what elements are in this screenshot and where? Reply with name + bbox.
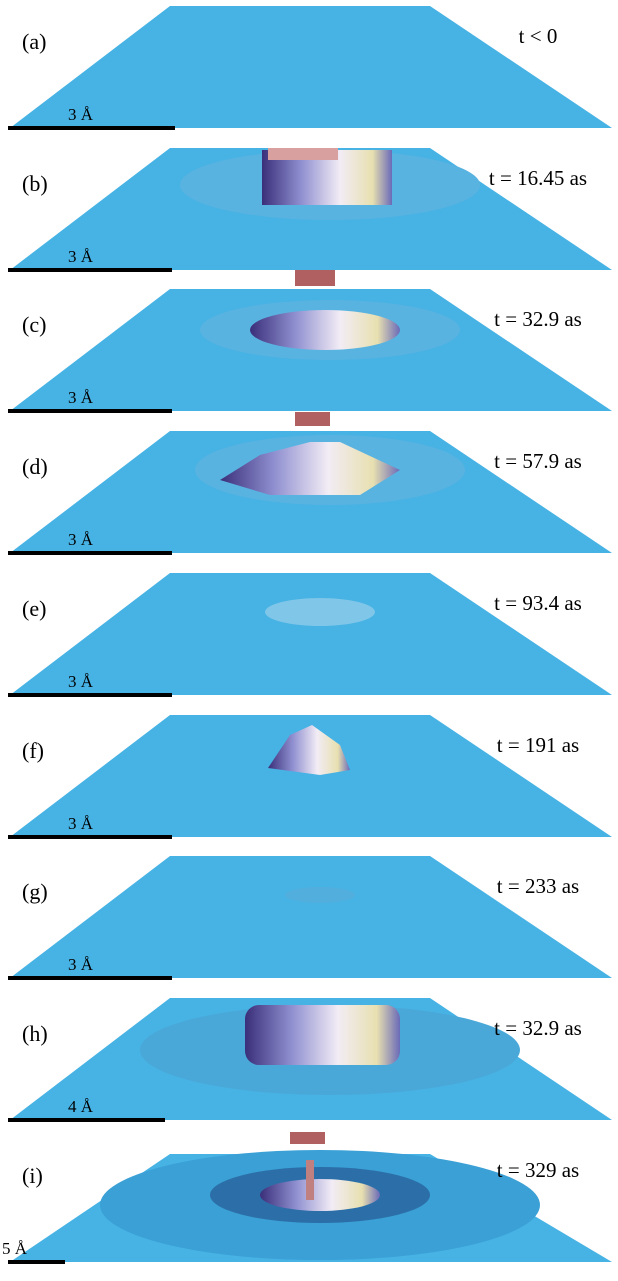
scale-label: 3 Å	[68, 672, 94, 691]
bump	[220, 442, 400, 495]
panel-label: (i)	[22, 1163, 43, 1188]
bump-under	[295, 270, 335, 286]
time-label: t = 191 as	[497, 733, 579, 757]
time-label: t = 233 as	[497, 874, 579, 898]
scale-label: 3 Å	[68, 955, 94, 974]
panel-label: (f)	[22, 738, 44, 763]
panel-label: (c)	[22, 312, 46, 337]
time-label: t = 329 as	[497, 1158, 579, 1182]
panel-label: (g)	[22, 879, 48, 904]
panel-label: (b)	[22, 171, 48, 196]
scale-label: 5 Å	[2, 1239, 28, 1258]
labels: 3 Å (a) t < 0 3 Å (b) t = 16.45 as 3 Å (c) t = 3…	[2, 24, 587, 1264]
scale-label: 3 Å	[68, 388, 94, 407]
surface	[10, 573, 612, 695]
panel-label: (h)	[22, 1021, 48, 1046]
features	[100, 148, 540, 1260]
panel-label: (d)	[22, 454, 48, 479]
bump-under	[290, 1132, 325, 1144]
scale-label: 3 Å	[68, 530, 94, 549]
bump	[245, 1005, 400, 1065]
bump	[265, 598, 375, 626]
time-label: t = 32.9 as	[494, 307, 582, 331]
bump	[285, 887, 355, 903]
scale-label: 3 Å	[68, 105, 94, 124]
time-label: t = 57.9 as	[494, 449, 582, 473]
bump-top	[268, 148, 338, 160]
time-label: t < 0	[519, 24, 558, 48]
time-label: t = 16.45 as	[489, 166, 587, 190]
scale-label: 3 Å	[68, 814, 94, 833]
bump	[250, 310, 400, 350]
panel-label: (e)	[22, 596, 46, 621]
time-label: t = 93.4 as	[494, 591, 582, 615]
surface	[10, 856, 612, 978]
time-label: t = 32.9 as	[494, 1016, 582, 1040]
panel-label: (a)	[22, 29, 46, 54]
scale-label: 4 Å	[68, 1097, 94, 1116]
surface	[10, 715, 612, 837]
scale-label: 3 Å	[68, 247, 94, 266]
bump	[260, 1179, 380, 1211]
bump	[268, 725, 350, 775]
spike	[306, 1160, 314, 1200]
bump-under	[295, 412, 330, 426]
surface	[10, 6, 612, 128]
